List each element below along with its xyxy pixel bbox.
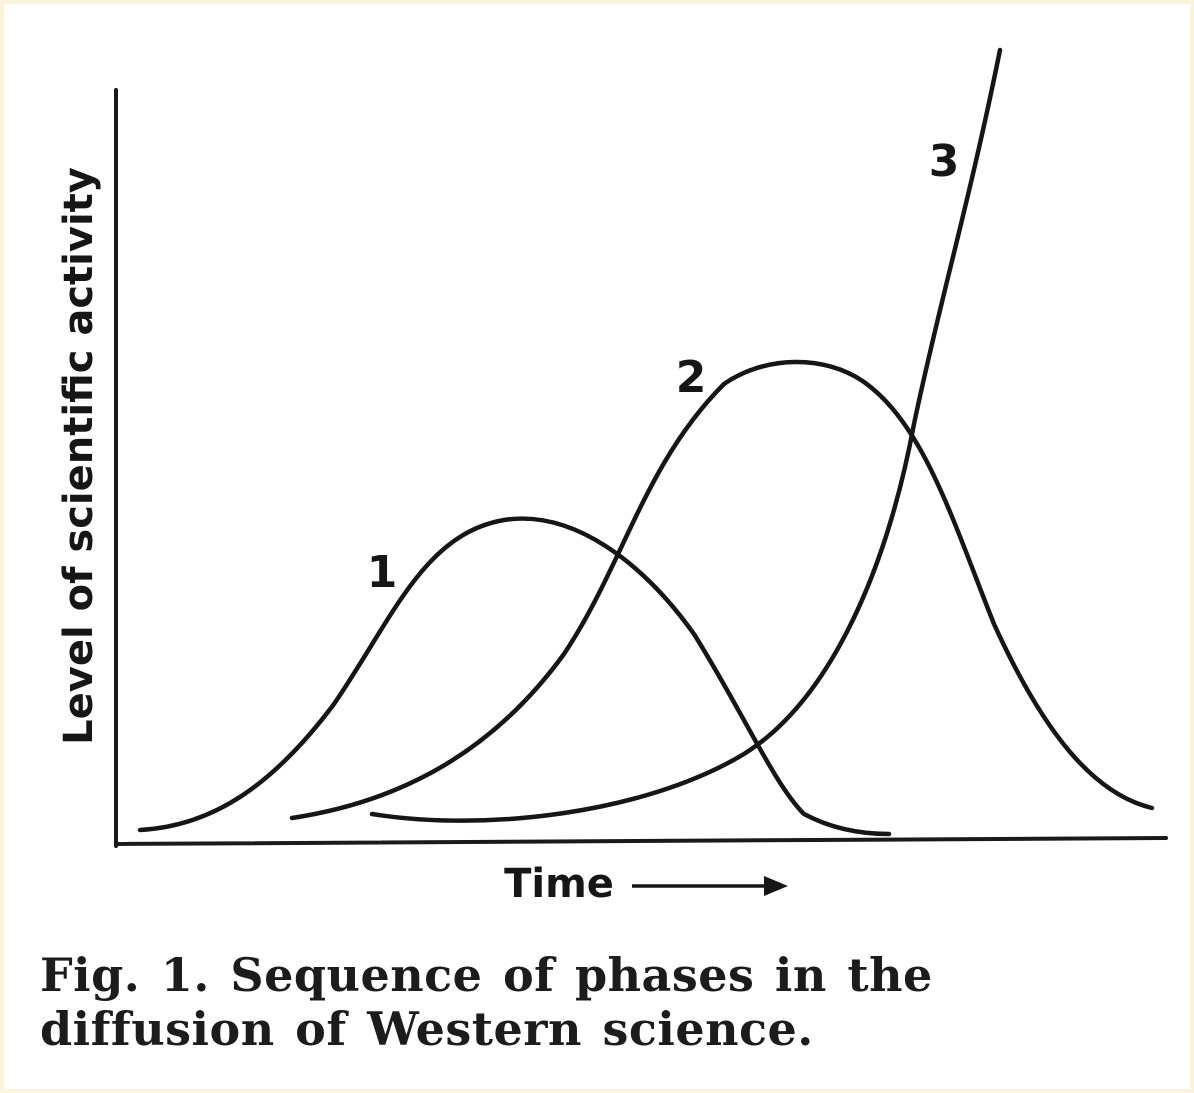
curve-2 <box>289 359 1155 821</box>
phase-diagram: 1 2 3 Level of scientific activity Time <box>56 47 1168 907</box>
curve-2-label: 2 <box>676 352 707 403</box>
curve-3-label: 3 <box>929 136 960 187</box>
x-axis-label: Time <box>504 861 614 907</box>
figure-caption: Fig. 1. Sequence of phases in the diffus… <box>40 948 933 1056</box>
curve-1-label: 1 <box>367 547 398 598</box>
y-axis-label: Level of scientific activity <box>56 167 102 745</box>
curve-1 <box>137 516 892 837</box>
curve-3 <box>369 47 1003 823</box>
x-axis <box>114 836 1168 846</box>
x-axis-arrow-icon <box>632 876 788 896</box>
